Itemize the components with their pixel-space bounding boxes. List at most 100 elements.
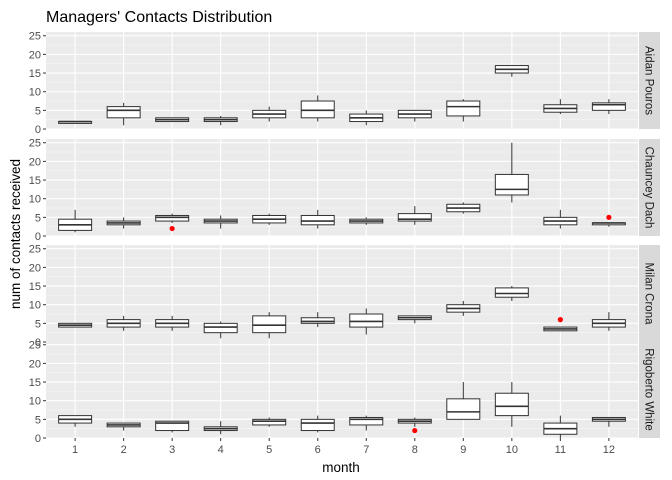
x-tick-label: 8: [412, 444, 418, 456]
box: [446, 398, 481, 420]
y-tick-label: 25: [29, 340, 41, 352]
boxplot-box-group: [58, 120, 93, 124]
y-tick-label: 20: [29, 358, 41, 370]
box: [203, 322, 238, 334]
y-tick-label: 25: [29, 138, 41, 150]
boxplot-box-group: [397, 417, 432, 427]
boxplot-box-group: [543, 209, 578, 229]
boxplot-box-group: [155, 117, 190, 123]
y-tick-label: 15: [29, 281, 41, 293]
y-tick-label: 5: [35, 414, 41, 426]
boxplot-box-group: [58, 209, 93, 233]
y-tick-label: 25: [29, 244, 41, 256]
outlier-point: [606, 214, 612, 220]
box: [300, 100, 335, 119]
box: [397, 213, 432, 222]
facet-panel: 0 5 10 15 20 25 Milan Crona: [29, 244, 660, 349]
boxplot-box-group: [446, 382, 481, 420]
facet-strip-label: Milan Crona: [643, 263, 655, 326]
x-tick-label: 12: [603, 444, 615, 456]
y-tick-label: 10: [29, 194, 41, 206]
x-tick-label: 9: [460, 444, 466, 456]
boxplot-box-group: [543, 326, 578, 332]
panel-background: [46, 139, 638, 236]
boxplot-box-group: [106, 315, 141, 331]
y-tick-label: 20: [29, 262, 41, 274]
facet-strip: [639, 341, 660, 438]
y-tick-label: 0: [35, 231, 41, 243]
box: [591, 102, 626, 111]
panel-background: [46, 32, 638, 129]
boxplot-box-group: [349, 308, 384, 335]
y-tick-label: 10: [29, 300, 41, 312]
y-tick-label: 0: [35, 433, 41, 445]
boxplot-box-group: [203, 115, 238, 126]
outlier-point: [557, 317, 563, 323]
boxplot-box-group: [155, 420, 190, 433]
boxplot-box-group: [446, 300, 481, 316]
x-tick-label: 4: [218, 444, 224, 456]
box: [300, 418, 335, 432]
boxplot-box-group: [494, 142, 529, 203]
x-tick-label: 2: [121, 444, 127, 456]
boxplot-box-group: [58, 415, 93, 427]
y-tick-label: 5: [35, 212, 41, 224]
boxplot-box-group: [349, 110, 384, 126]
y-tick-label: 15: [29, 175, 41, 187]
boxplot-box-group: [397, 315, 432, 324]
boxplot-box-group: [106, 217, 141, 229]
facet-strip-label: Rigoberto White: [643, 348, 655, 430]
boxplot-box-group: [494, 382, 529, 427]
box: [155, 420, 190, 432]
box: [252, 315, 287, 334]
boxplot-box-group: [203, 215, 238, 229]
box: [494, 392, 529, 417]
outlier-point: [169, 225, 175, 232]
box: [349, 416, 384, 426]
y-axis-title: num of contacts received: [8, 159, 23, 309]
x-tick-label: 3: [169, 444, 175, 456]
y-tick-label: 15: [29, 68, 41, 80]
box: [252, 418, 287, 426]
boxplot-box-group: [591, 99, 626, 115]
x-tick-label: 5: [266, 444, 272, 456]
facet-strip-label: Aidan Pouros: [643, 46, 655, 115]
x-tick-label: 7: [363, 444, 369, 456]
facet-panel: 0 5 10 15 20 25 Chauncey Dach: [29, 138, 660, 243]
boxplot-box-group: [300, 312, 335, 328]
y-tick-label: 5: [35, 105, 41, 117]
boxplot-box-group: [349, 415, 384, 431]
facet-strip: [639, 139, 660, 236]
boxplot-box-group: [300, 415, 335, 433]
boxplot-box-group: [494, 65, 529, 77]
boxplot-box-group: [252, 417, 287, 427]
boxplot-box-group: [155, 315, 190, 331]
boxplot-box-group: [591, 312, 626, 331]
box: [300, 317, 335, 324]
y-tick-label: 20: [29, 49, 41, 61]
boxplot-box-group: [106, 102, 141, 126]
y-tick-label: 0: [35, 337, 41, 349]
boxplot-box-group: [446, 202, 481, 214]
facet-panel: 0 5 10 15 20 25 Rigoberto White: [29, 340, 660, 445]
box: [300, 214, 335, 226]
boxplot-box-group: [397, 109, 432, 122]
boxplot-box-group: [155, 213, 190, 223]
boxplot-box-group: [591, 222, 626, 227]
boxplot-box-group: [397, 206, 432, 225]
y-tick-label: 0: [35, 124, 41, 136]
box: [349, 313, 384, 328]
x-tick-label: 11: [555, 444, 566, 456]
box: [155, 214, 190, 222]
boxplot-box-group: [543, 99, 578, 115]
boxplot-box-group: [252, 213, 287, 225]
chart-title: Managers' Contacts Distribution: [46, 9, 272, 26]
facet-strip: [639, 32, 660, 129]
x-tick-label: 10: [506, 444, 518, 456]
y-tick-label: 10: [29, 87, 41, 99]
panel-background: [46, 245, 638, 342]
outlier-point: [412, 427, 418, 434]
